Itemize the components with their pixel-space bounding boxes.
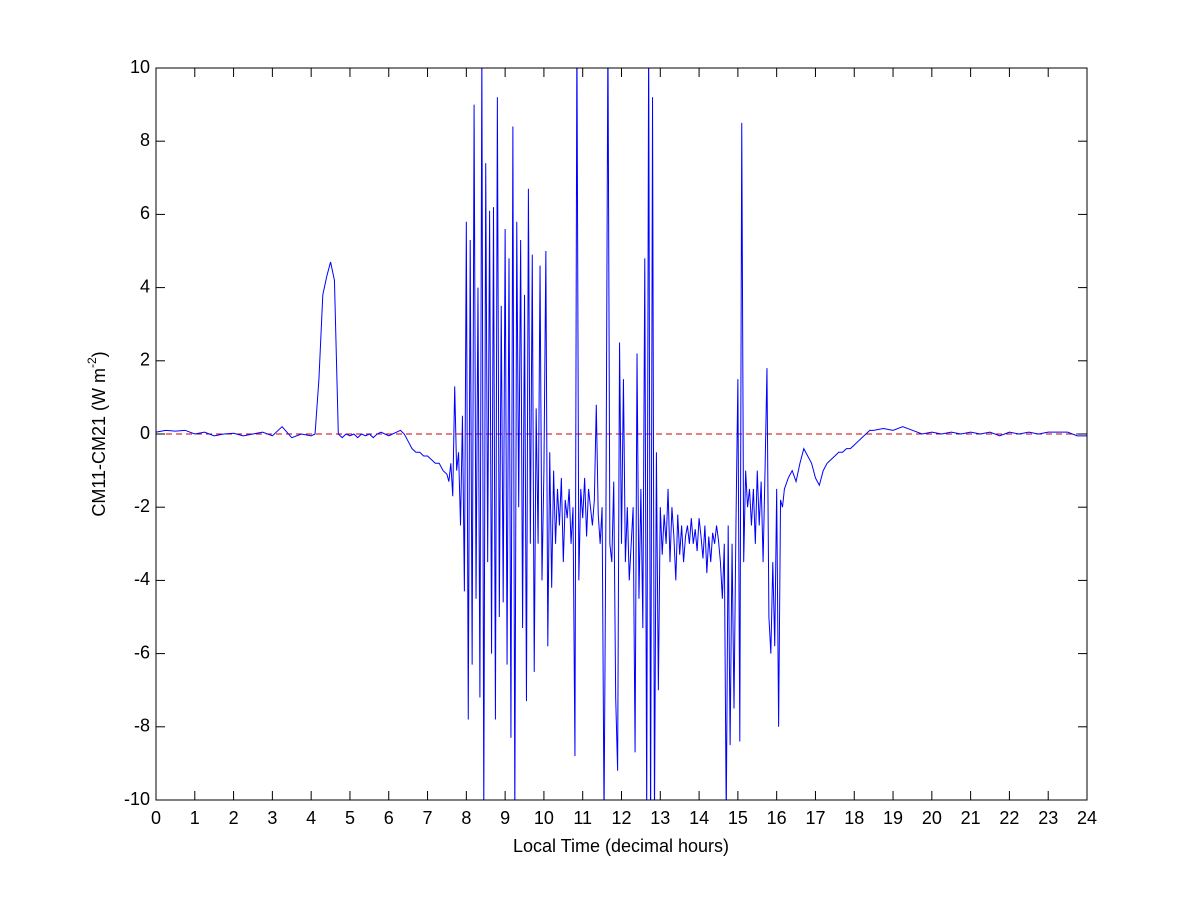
x-tick-label: 10 [534,808,554,828]
y-tick-label: 8 [140,130,150,150]
x-tick-label: 20 [922,808,942,828]
x-tick-label: 17 [805,808,825,828]
x-tick-label: 19 [883,808,903,828]
x-tick-label: 9 [500,808,510,828]
y-tick-label: 10 [130,57,150,77]
x-tick-label: 7 [423,808,433,828]
x-tick-label: 15 [728,808,748,828]
x-tick-label: 2 [229,808,239,828]
y-tick-label: -8 [134,716,150,736]
x-tick-label: 21 [961,808,981,828]
y-tick-label: -10 [124,789,150,809]
x-axis-label: Local Time (decimal hours) [513,836,729,856]
x-tick-label: 8 [461,808,471,828]
x-tick-label: 6 [384,808,394,828]
x-tick-label: 22 [999,808,1019,828]
x-tick-label: 3 [267,808,277,828]
y-tick-label: -2 [134,496,150,516]
y-axis-label: CM11-CM21 (W m-2) [85,351,109,516]
x-tick-label: 4 [306,808,316,828]
y-axis-label-end: ) [89,351,109,357]
x-tick-label: 1 [190,808,200,828]
y-axis-label-text: CM11-CM21 (W m [89,368,109,517]
x-tick-label: 24 [1077,808,1097,828]
x-tick-label: 11 [573,808,592,828]
y-tick-label: 4 [140,276,150,296]
y-tick-label: -6 [134,642,150,662]
y-tick-label: 0 [140,423,150,443]
x-tick-label: 14 [689,808,709,828]
y-axis-label-sup: -2 [85,357,99,368]
x-tick-label: 13 [650,808,670,828]
x-tick-label: 16 [767,808,787,828]
x-tick-label: 12 [611,808,631,828]
y-tick-label: 2 [140,350,150,370]
x-tick-label: 0 [151,808,161,828]
x-tick-label: 5 [345,808,355,828]
x-tick-label: 23 [1038,808,1058,828]
data-line [156,68,1087,800]
x-tick-label: 18 [844,808,864,828]
y-tick-label: 6 [140,203,150,223]
y-tick-label: -4 [134,569,150,589]
